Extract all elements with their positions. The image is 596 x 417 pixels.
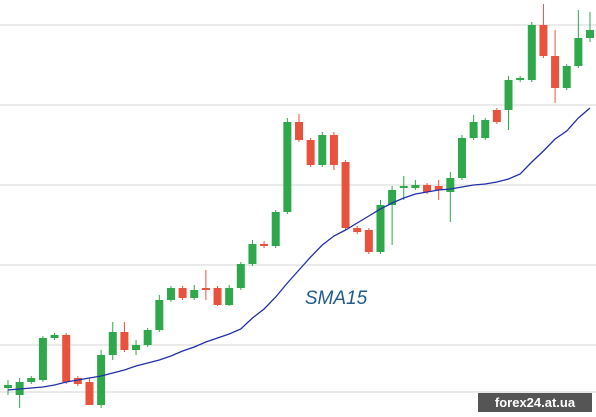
plot [0,4,596,408]
watermark-text: forex24.at.ua [495,395,576,410]
candle-body [364,230,373,252]
candle-body [527,25,536,80]
candle-body [283,122,292,212]
candle-body [62,335,71,382]
candle-body [166,288,175,300]
candle-body [376,205,385,252]
candle-body [318,135,327,165]
candle-body [260,244,269,246]
candle-body [27,378,36,382]
candle-body [155,300,164,330]
candle-body [178,288,187,298]
candle-body [329,135,338,165]
sma-annotation: SMA15 [305,288,368,309]
candle-body [201,288,210,290]
candle-body [190,290,199,298]
candle-body [248,244,257,264]
candle-body [236,264,245,288]
candle-body [306,140,315,165]
candle-body [539,25,548,56]
candle-body [423,185,432,192]
watermark: forex24.at.ua [478,393,592,412]
candle-body [446,178,455,192]
candle-body [4,385,12,388]
candle-body [551,56,560,88]
candle-body [434,186,443,190]
candle-body [341,162,350,228]
candle-body [108,332,117,355]
candle-body [492,110,501,122]
candle-body [353,228,362,232]
candle-body [85,382,94,405]
candle-body [97,355,106,405]
candle-body [295,122,303,140]
candle-body [457,138,466,178]
candle-body [132,345,141,350]
candle-body [574,38,583,66]
candle-body [388,190,397,205]
candle-body [399,186,408,188]
candle-body [504,80,513,110]
candle-body [225,288,234,305]
watermark-box [478,393,592,412]
candle-body [411,185,420,188]
candle-body [38,338,47,380]
candle-body [586,30,594,38]
candle-body [469,122,478,138]
candle-body [271,212,280,246]
candle-body [50,335,59,338]
candle-body [143,330,152,345]
sma-line [7,107,591,391]
candle-body [213,288,222,305]
candle-body [516,78,525,80]
candle-body [120,332,129,350]
candle-body [481,120,490,138]
candle-body [73,378,82,384]
candle-body [562,66,571,88]
